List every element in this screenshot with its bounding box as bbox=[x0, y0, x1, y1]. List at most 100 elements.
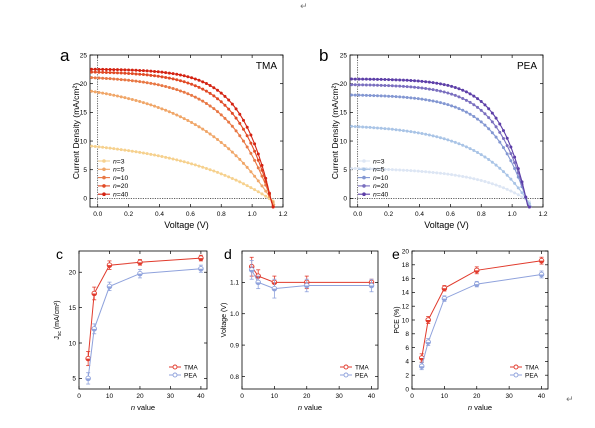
data-point bbox=[219, 91, 223, 95]
data-point bbox=[90, 70, 94, 74]
data-point-half bbox=[137, 273, 143, 276]
data-point bbox=[368, 77, 372, 81]
data-point bbox=[264, 189, 268, 193]
data-point bbox=[413, 96, 417, 100]
data-point bbox=[520, 195, 524, 199]
y-tick-label: 10 bbox=[69, 340, 77, 347]
data-point-half bbox=[91, 328, 97, 332]
data-point bbox=[479, 100, 483, 104]
data-point bbox=[353, 83, 357, 87]
y-tick-label: 15 bbox=[80, 110, 88, 117]
y-tick-label: 6 bbox=[405, 345, 409, 352]
x-tick-label: 40 bbox=[538, 393, 546, 400]
series-n=40: n=40 bbox=[90, 67, 275, 209]
data-point bbox=[368, 125, 372, 129]
legend-marker bbox=[102, 192, 106, 196]
x-tick-label: 20 bbox=[473, 393, 481, 400]
data-point bbox=[104, 70, 108, 74]
data-point bbox=[156, 154, 160, 158]
series-line bbox=[251, 269, 372, 290]
data-point-half bbox=[474, 284, 480, 287]
data-point-half bbox=[272, 288, 277, 291]
data-point bbox=[509, 159, 513, 163]
data-point bbox=[97, 67, 101, 71]
data-point-half bbox=[442, 288, 447, 291]
data-point bbox=[186, 81, 190, 85]
data-point bbox=[413, 85, 417, 89]
data-point bbox=[409, 85, 413, 89]
data-point bbox=[476, 105, 480, 109]
data-point bbox=[160, 107, 164, 111]
data-point bbox=[435, 100, 439, 104]
data-point bbox=[446, 83, 450, 87]
legend-label-value: =20 bbox=[377, 183, 389, 190]
data-point bbox=[438, 136, 442, 140]
data-point bbox=[153, 82, 157, 86]
data-point bbox=[223, 103, 227, 107]
data-point bbox=[479, 120, 483, 124]
data-point bbox=[390, 127, 394, 131]
x-tick-label: 0.6 bbox=[446, 211, 455, 218]
data-point bbox=[249, 170, 253, 174]
data-point bbox=[212, 94, 216, 98]
x-tick-label: 30 bbox=[506, 393, 514, 400]
panel-letter: c bbox=[56, 246, 63, 262]
data-point bbox=[208, 91, 212, 95]
data-point bbox=[435, 135, 439, 139]
data-point bbox=[90, 89, 94, 93]
data-point bbox=[141, 80, 145, 84]
data-point bbox=[253, 149, 257, 153]
data-point bbox=[424, 98, 428, 102]
data-point bbox=[424, 132, 428, 136]
legend-label-n: n bbox=[113, 175, 117, 182]
data-point-half bbox=[249, 269, 255, 273]
data-point bbox=[383, 94, 387, 98]
data-point bbox=[101, 145, 105, 149]
series-line bbox=[251, 266, 372, 283]
data-point bbox=[372, 167, 376, 171]
data-point bbox=[501, 129, 505, 133]
data-point bbox=[93, 76, 97, 80]
data-point bbox=[431, 81, 435, 85]
legend-label: n=40 bbox=[373, 192, 389, 199]
data-point bbox=[420, 97, 424, 101]
data-point bbox=[501, 137, 505, 141]
data-point bbox=[438, 82, 442, 86]
data-point bbox=[223, 144, 227, 148]
data-point bbox=[379, 167, 383, 171]
data-point bbox=[446, 91, 450, 95]
data-point bbox=[409, 96, 413, 100]
data-point bbox=[494, 125, 498, 129]
data-point bbox=[204, 101, 208, 105]
series-n=40: n=40 bbox=[350, 77, 532, 209]
y-axis-label-sub: sc bbox=[57, 331, 63, 337]
data-point bbox=[260, 174, 264, 178]
data-point bbox=[431, 99, 435, 103]
data-point bbox=[175, 158, 179, 162]
data-point bbox=[435, 88, 439, 92]
data-point bbox=[127, 97, 131, 101]
data-point bbox=[464, 98, 468, 102]
data-point bbox=[472, 148, 476, 152]
x-tick-label: 1.2 bbox=[538, 211, 547, 218]
data-point bbox=[487, 107, 491, 111]
data-point bbox=[219, 172, 223, 176]
data-point bbox=[483, 180, 487, 184]
data-point bbox=[476, 151, 480, 155]
panel-letter: d bbox=[224, 246, 232, 262]
series-n=20: n=20 bbox=[90, 70, 275, 209]
data-point bbox=[190, 162, 194, 166]
data-point bbox=[112, 77, 116, 81]
data-point bbox=[156, 74, 160, 78]
data-point bbox=[350, 166, 354, 170]
data-point bbox=[234, 154, 238, 158]
series-line bbox=[421, 274, 542, 367]
y-tick-label: 14 bbox=[402, 290, 410, 297]
x-tick-label: 0 bbox=[410, 393, 414, 400]
data-point bbox=[498, 130, 502, 134]
data-point bbox=[101, 67, 105, 71]
data-point bbox=[130, 68, 134, 72]
data-point bbox=[167, 71, 171, 75]
data-point bbox=[164, 155, 168, 159]
series-TMA: TMA bbox=[418, 256, 545, 371]
